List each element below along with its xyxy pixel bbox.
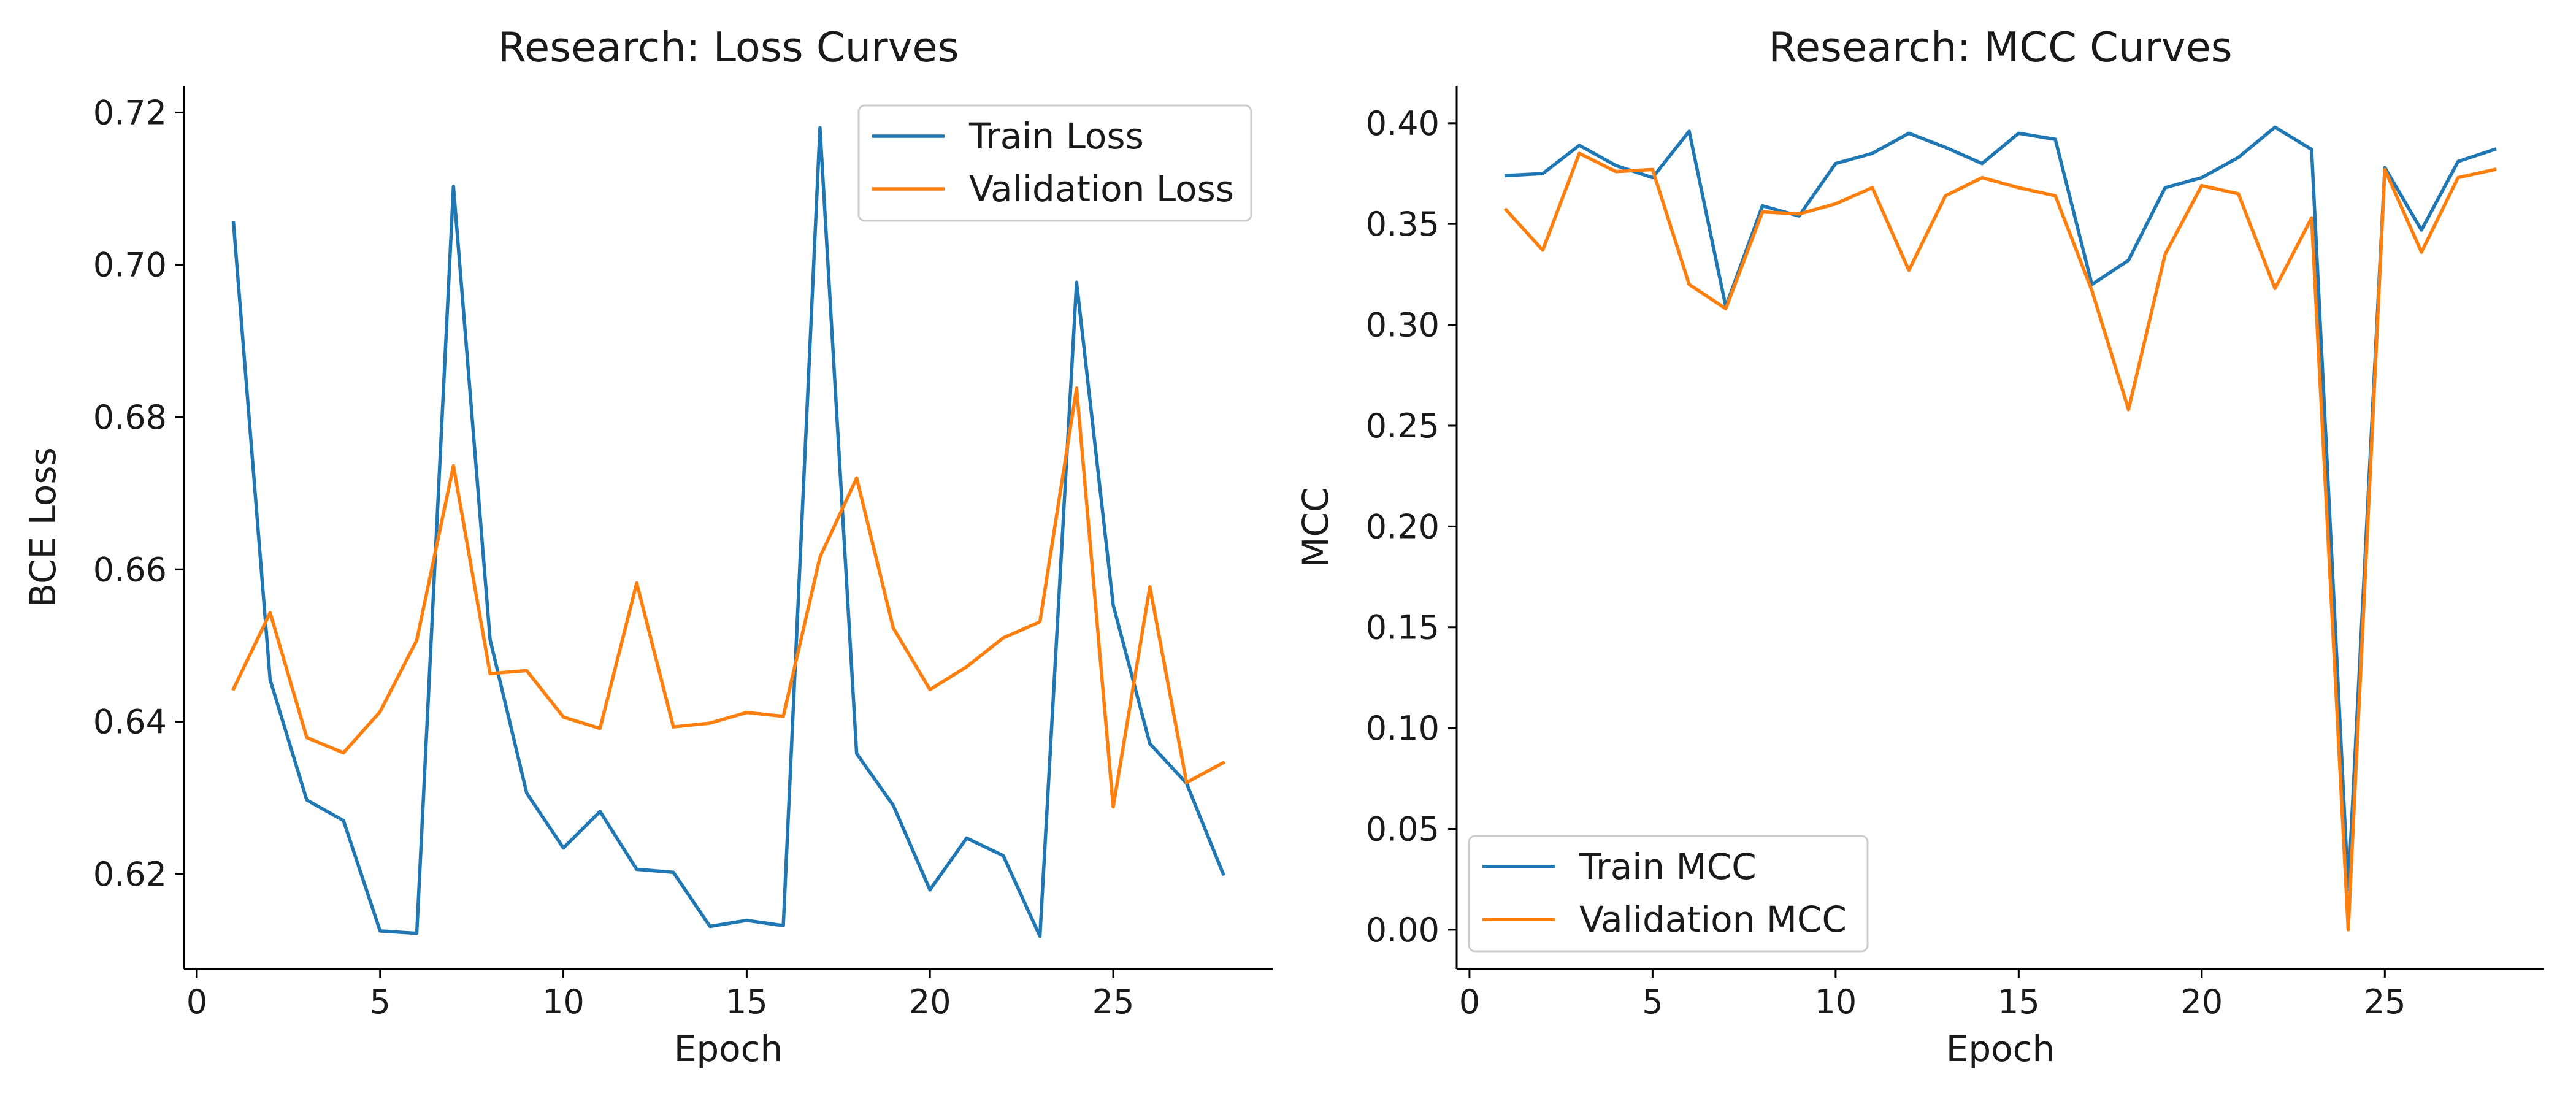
y-tick-label: 0.72 — [93, 93, 167, 132]
chart-title: Research: Loss Curves — [497, 23, 959, 71]
y-tick-label: 0.62 — [93, 855, 167, 894]
y-tick-label: 0.20 — [1366, 507, 1439, 546]
legend-label-validation-loss: Validation Loss — [969, 168, 1234, 210]
x-tick-label: 0 — [1459, 983, 1480, 1021]
x-tick-label: 0 — [186, 983, 207, 1021]
y-tick-label: 0.68 — [93, 398, 167, 437]
y-axis-label: BCE Loss — [22, 447, 64, 608]
x-axis-label: Epoch — [1946, 1028, 2055, 1070]
legend-label-validation-mcc: Validation MCC — [1579, 899, 1847, 940]
y-tick-label: 0.40 — [1366, 104, 1439, 143]
chart-title: Research: MCC Curves — [1768, 23, 2232, 71]
y-axis-label: MCC — [1295, 487, 1336, 567]
x-tick-label: 25 — [2364, 983, 2406, 1021]
x-tick-label: 10 — [1815, 983, 1857, 1021]
legend: Train Loss Validation Loss — [857, 104, 1252, 222]
loss-curves-panel: Research: Loss Curves 0 5 10 15 20 25 0.62 0.64 0… — [22, 23, 1273, 1070]
x-tick-label: 5 — [1642, 983, 1663, 1021]
x-tick-label: 20 — [2180, 983, 2223, 1021]
series-line-train-loss — [231, 126, 1225, 938]
series-line-train-mcc — [1504, 125, 2497, 891]
legend-frame — [1468, 835, 1869, 953]
y-tick-label: 0.30 — [1366, 306, 1439, 345]
x-axis-label: Epoch — [674, 1028, 783, 1070]
y-tick-label: 0.25 — [1366, 407, 1439, 445]
x-tick-label: 20 — [909, 983, 951, 1021]
y-tick-label: 0.66 — [93, 550, 167, 589]
legend-frame — [857, 104, 1252, 222]
x-tick-label: 15 — [726, 983, 768, 1021]
x-tick-label: 25 — [1092, 983, 1135, 1021]
x-tick-label: 15 — [1998, 983, 2040, 1021]
x-tick-label: 10 — [542, 983, 585, 1021]
y-tick-label: 0.00 — [1366, 911, 1439, 949]
y-tick-label: 0.05 — [1366, 810, 1439, 849]
y-tick-label: 0.35 — [1366, 205, 1439, 243]
y-tick-label: 0.70 — [93, 246, 167, 285]
y-tick-label: 0.10 — [1366, 709, 1439, 748]
legend-label-train-mcc: Train MCC — [1579, 846, 1757, 887]
legend: Train MCC Validation MCC — [1468, 835, 1869, 953]
mcc-curves-panel: Research: MCC Curves 0 5 10 15 20 25 0.00 0.05 0.… — [1295, 23, 2544, 1070]
x-tick-label: 5 — [370, 983, 391, 1021]
y-tick-label: 0.64 — [93, 703, 167, 742]
legend-label-train-loss: Train Loss — [968, 115, 1144, 157]
y-tick-label: 0.15 — [1366, 608, 1439, 647]
series-line-validation-loss — [231, 386, 1226, 809]
series-line-validation-mcc — [1503, 151, 2497, 932]
